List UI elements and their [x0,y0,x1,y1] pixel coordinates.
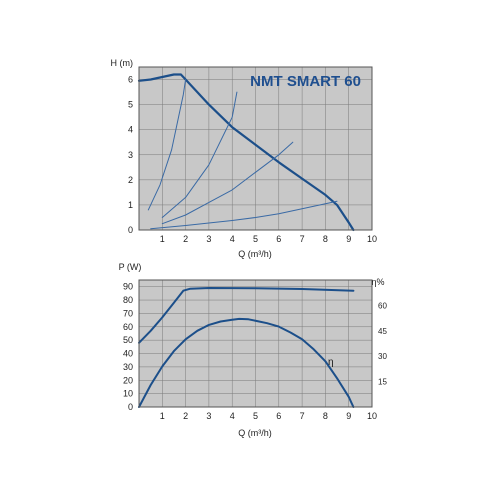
power-y-tick-label: 80 [123,295,133,305]
head-plot-frame [138,66,373,231]
efficiency-y-axis-label: η% [371,277,384,287]
head-x-tick-label: 6 [276,234,281,244]
efficiency-y-tick-label: 60 [378,301,387,310]
efficiency-y-tick-label: 45 [378,327,387,336]
power-x-tick-label: 2 [183,411,188,421]
power-x-tick-label: 3 [206,411,211,421]
power-y-tick-label: 50 [123,335,133,345]
power-y-tick-label: 70 [123,308,133,318]
power-y-tick-label: 20 [123,375,133,385]
head-y-tick-label: 3 [128,150,133,160]
power-y-tick-label: 0 [128,402,133,412]
head-x-tick-label: 4 [230,234,235,244]
efficiency-curve [138,317,355,408]
system-curve-3 [161,141,294,225]
head-x-tick-label: 8 [323,234,328,244]
power-y-tick-label: 10 [123,389,133,399]
head-x-tick-label: 1 [160,234,165,244]
power-y-axis-label: P (W) [119,262,142,272]
head-x-tick-label: 2 [183,234,188,244]
power-x-ticks: 1 2 3 4 5 6 7 8 9 10 [160,411,377,421]
power-curves [138,287,355,408]
power-y-tick-label: 40 [123,349,133,359]
head-chart: 1 2 3 4 5 6 7 8 9 10 0 1 2 3 4 5 6 NMT SMART 60 H (m) Q… [111,58,378,259]
head-y-tick-label: 1 [128,200,133,210]
power-x-tick-label: 5 [253,411,258,421]
system-curve-1 [147,79,187,211]
power-grid [139,280,372,407]
efficiency-y-ticks: 15 30 45 60 [378,301,387,386]
head-x-axis-label: Q (m³/h) [238,249,272,259]
head-x-tick-label: 3 [206,234,211,244]
system-curve-2 [161,91,238,218]
power-y-tick-label: 90 [123,282,133,292]
head-y-axis-label: H (m) [111,58,134,68]
power-x-tick-label: 6 [276,411,281,421]
efficiency-y-tick-label: 30 [378,352,387,361]
head-grid [139,67,372,230]
system-curve-4 [150,200,338,230]
power-x-tick-label: 1 [160,411,165,421]
power-curve [138,287,355,344]
head-x-tick-label: 5 [253,234,258,244]
chart-title: NMT SMART 60 [250,73,361,90]
power-plot-frame [138,279,373,408]
power-x-tick-label: 9 [346,411,351,421]
head-curves [137,73,355,232]
head-y-tick-label: 0 [128,225,133,235]
head-x-ticks: 1 2 3 4 5 6 7 8 9 10 [160,234,377,244]
efficiency-y-tick-label: 15 [378,378,387,387]
power-x-tick-label: 10 [367,411,377,421]
head-y-tick-label: 5 [128,100,133,110]
head-x-tick-label: 9 [346,234,351,244]
efficiency-series-label: η [328,357,334,368]
head-y-tick-label: 2 [128,175,133,185]
power-x-tick-label: 8 [323,411,328,421]
power-y-tick-label: 30 [123,362,133,372]
power-x-axis-label: Q (m³/h) [238,428,272,438]
power-x-tick-label: 4 [230,411,235,421]
power-x-tick-label: 7 [300,411,305,421]
power-y-ticks: 0 10 20 30 40 50 60 70 80 90 [123,282,133,412]
head-x-tick-label: 7 [300,234,305,244]
head-y-tick-label: 6 [128,75,133,85]
head-x-tick-label: 10 [367,234,377,244]
power-y-tick-label: 60 [123,322,133,332]
head-y-ticks: 0 1 2 3 4 5 6 [128,75,133,235]
head-y-tick-label: 4 [128,125,133,135]
